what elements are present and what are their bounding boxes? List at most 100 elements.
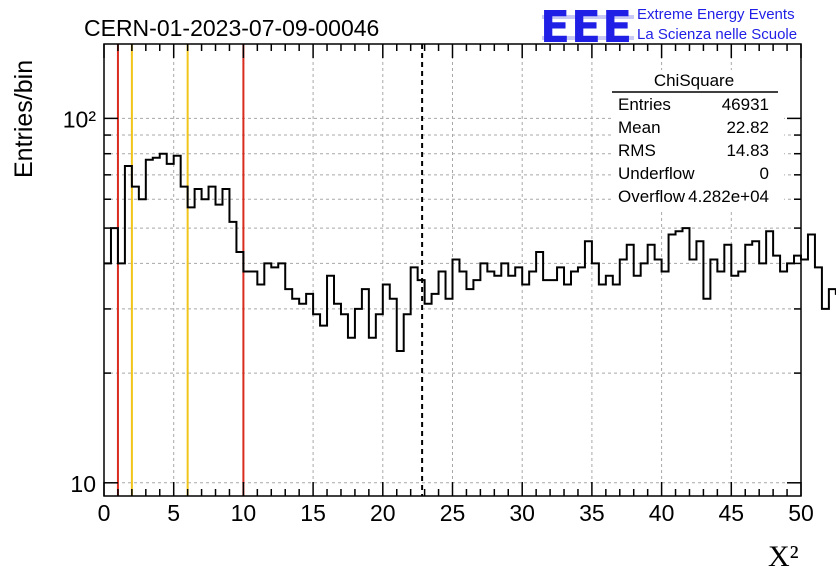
x-tick-label: 30	[509, 500, 535, 526]
histogram-bin	[557, 267, 564, 496]
histogram-bin	[808, 235, 815, 496]
histogram-bin	[355, 309, 362, 496]
histogram-bin	[111, 228, 118, 496]
histogram-bin	[167, 164, 174, 496]
x-axis-label: X²	[768, 540, 799, 572]
histogram-bin	[627, 245, 634, 496]
x-tick-label: 45	[719, 500, 745, 526]
histogram-bin	[683, 228, 690, 496]
histogram-bin	[822, 309, 829, 496]
histogram-bin	[453, 259, 460, 496]
histogram-bin	[306, 294, 313, 496]
histogram-bin	[501, 263, 508, 496]
y-axis-label: Entries/bin	[10, 60, 38, 178]
grid-layer	[104, 44, 801, 496]
stats-row-value: 0	[760, 164, 769, 183]
histogram-bin	[578, 267, 585, 496]
histogram-bin	[487, 272, 494, 496]
histogram-bin	[508, 276, 515, 496]
histogram-bin	[620, 259, 627, 496]
run-title: CERN-01-2023-07-09-00046	[84, 15, 379, 41]
histogram-bin	[648, 245, 655, 496]
histogram-bin	[118, 263, 125, 496]
histogram-bin	[536, 252, 543, 496]
histogram-bin	[397, 351, 404, 496]
histogram-bin	[717, 272, 724, 496]
histogram-bin	[369, 338, 376, 496]
histogram-bin	[209, 187, 216, 496]
histogram-bin	[160, 154, 167, 496]
histogram-bin	[174, 156, 181, 496]
histogram-bin	[669, 235, 676, 496]
histogram-bin	[696, 241, 703, 496]
histogram-bin	[585, 241, 592, 496]
histogram-bin	[494, 276, 501, 496]
histogram-bin	[606, 276, 613, 496]
histogram-bin	[550, 280, 557, 496]
histogram-bin	[341, 314, 348, 496]
stats-row-value: 22.82	[726, 118, 769, 137]
histogram-bin	[710, 259, 717, 496]
histogram-bin	[411, 267, 418, 496]
histogram-bin	[752, 241, 759, 496]
histogram-bin	[362, 289, 369, 496]
histogram-bin	[188, 207, 195, 496]
histogram-bin	[327, 276, 334, 496]
y-tick-labels: 10 10²	[63, 106, 97, 496]
histogram-bin	[515, 267, 522, 496]
histogram-bin	[153, 158, 160, 496]
histogram-bin	[320, 326, 327, 496]
x-tick-label: 25	[440, 500, 466, 526]
histogram-bin	[794, 256, 801, 496]
histogram-bin	[271, 267, 278, 496]
histogram-bin	[390, 299, 397, 496]
x-tick-label: 5	[167, 500, 180, 526]
histogram-bin	[202, 199, 209, 496]
histogram-bin	[759, 263, 766, 496]
histogram-bin	[383, 285, 390, 496]
histogram-bin	[425, 304, 432, 496]
histogram-bin	[348, 338, 355, 496]
histogram-bin	[459, 272, 466, 496]
histogram-bin	[480, 263, 487, 496]
histogram-bin	[146, 160, 153, 496]
marker-lines	[116, 44, 424, 496]
histogram-bin	[285, 289, 292, 496]
x-tick-label: 35	[579, 500, 605, 526]
histogram-bin	[815, 267, 822, 496]
histogram-bin	[222, 189, 229, 496]
stats-title: ChiSquare	[654, 71, 734, 90]
stats-row-label: Mean	[618, 118, 661, 137]
histogram-bin	[773, 256, 780, 496]
logo-line-1: Extreme Energy Events	[637, 6, 795, 23]
axis-ticks	[103, 44, 802, 496]
stats-row-value: 46931	[722, 95, 769, 114]
histogram-bin	[292, 299, 299, 496]
histogram-bin	[613, 285, 620, 496]
histogram-bin	[738, 272, 745, 496]
histogram-bin	[257, 285, 264, 496]
y-tick-label: 10	[70, 471, 96, 497]
histogram-bin	[236, 252, 243, 496]
histogram-bin	[787, 263, 794, 496]
histogram-bin	[592, 263, 599, 496]
histogram-bin	[439, 272, 446, 496]
histogram-bin	[529, 272, 536, 496]
histogram-bin	[278, 263, 285, 496]
histogram-bin	[299, 304, 306, 496]
histogram-bin	[313, 314, 320, 496]
histogram-bin	[599, 285, 606, 496]
histogram-bin	[139, 199, 146, 496]
x-tick-label: 15	[300, 500, 326, 526]
histogram-bin	[801, 259, 808, 496]
histogram-bin	[829, 289, 836, 496]
histogram-bin	[446, 299, 453, 496]
histogram-bin	[466, 289, 473, 496]
stats-row-value: 4.282e+04	[688, 187, 769, 206]
histogram-bin	[662, 272, 669, 496]
x-tick-label: 40	[649, 500, 675, 526]
histogram-bin	[641, 263, 648, 496]
x-tick-label: 50	[788, 500, 814, 526]
histogram-bin	[689, 259, 696, 496]
